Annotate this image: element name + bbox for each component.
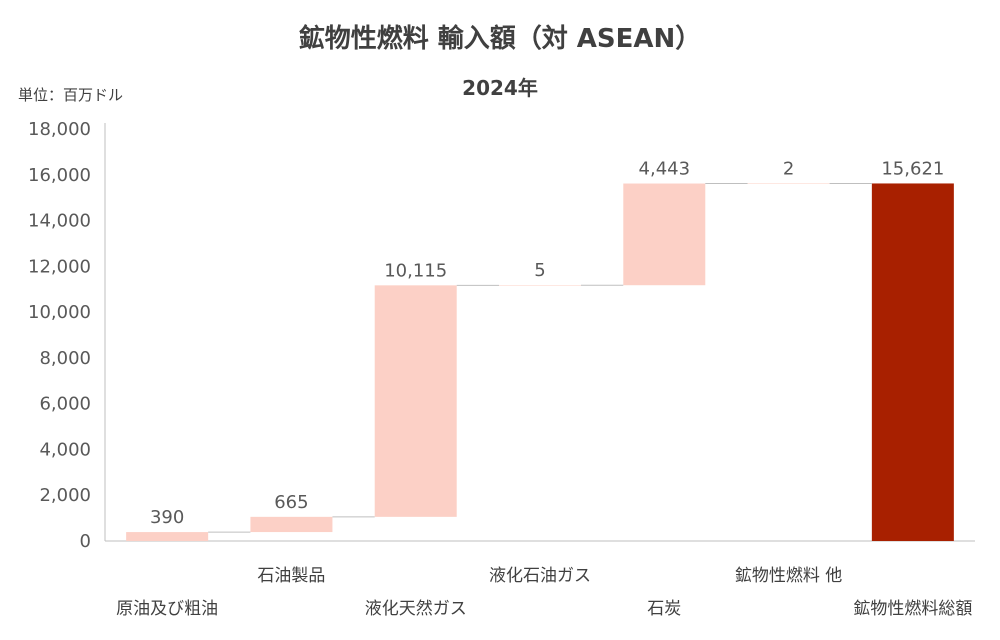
data-label: 15,621 <box>881 158 944 179</box>
bar <box>871 183 954 541</box>
y-tick-label: 8,000 <box>39 348 91 369</box>
y-tick-label: 6,000 <box>39 394 91 415</box>
y-tick-label: 12,000 <box>28 256 91 277</box>
x-tick-label: 鉱物性燃料総額 <box>853 599 972 619</box>
x-tick-label: 石炭 <box>647 599 681 619</box>
y-tick-label: 4,000 <box>39 439 91 460</box>
x-tick-label: 液化石油ガス <box>489 566 591 586</box>
x-tick-label: 石油製品 <box>257 566 325 586</box>
bar <box>623 183 706 286</box>
data-label: 665 <box>274 492 308 513</box>
y-tick-label: 18,000 <box>28 119 91 140</box>
x-tick-label: 原油及び粗油 <box>116 599 218 619</box>
data-label: 4,443 <box>639 159 691 180</box>
bar <box>374 285 457 517</box>
y-tick-label: 10,000 <box>28 302 91 323</box>
y-tick-label: 0 <box>80 531 91 552</box>
data-label: 10,115 <box>384 260 447 281</box>
y-tick-label: 16,000 <box>28 165 91 186</box>
y-tick-label: 2,000 <box>39 485 91 506</box>
chart-subtitle: 2024年 <box>462 76 538 100</box>
chart-title: 鉱物性燃料 輸入額（対 ASEAN） <box>298 24 702 54</box>
bar <box>747 183 830 184</box>
data-label: 390 <box>150 507 184 528</box>
bar <box>499 285 581 286</box>
y-tick-label: 14,000 <box>28 211 91 232</box>
bar <box>250 516 333 533</box>
bar <box>126 532 209 541</box>
x-tick-label: 液化天然ガス <box>365 599 467 619</box>
data-label: 5 <box>534 260 545 281</box>
unit-label: 単位：百万ドル <box>18 86 124 104</box>
x-tick-label: 鉱物性燃料 他 <box>735 566 842 586</box>
data-label: 2 <box>783 158 794 179</box>
